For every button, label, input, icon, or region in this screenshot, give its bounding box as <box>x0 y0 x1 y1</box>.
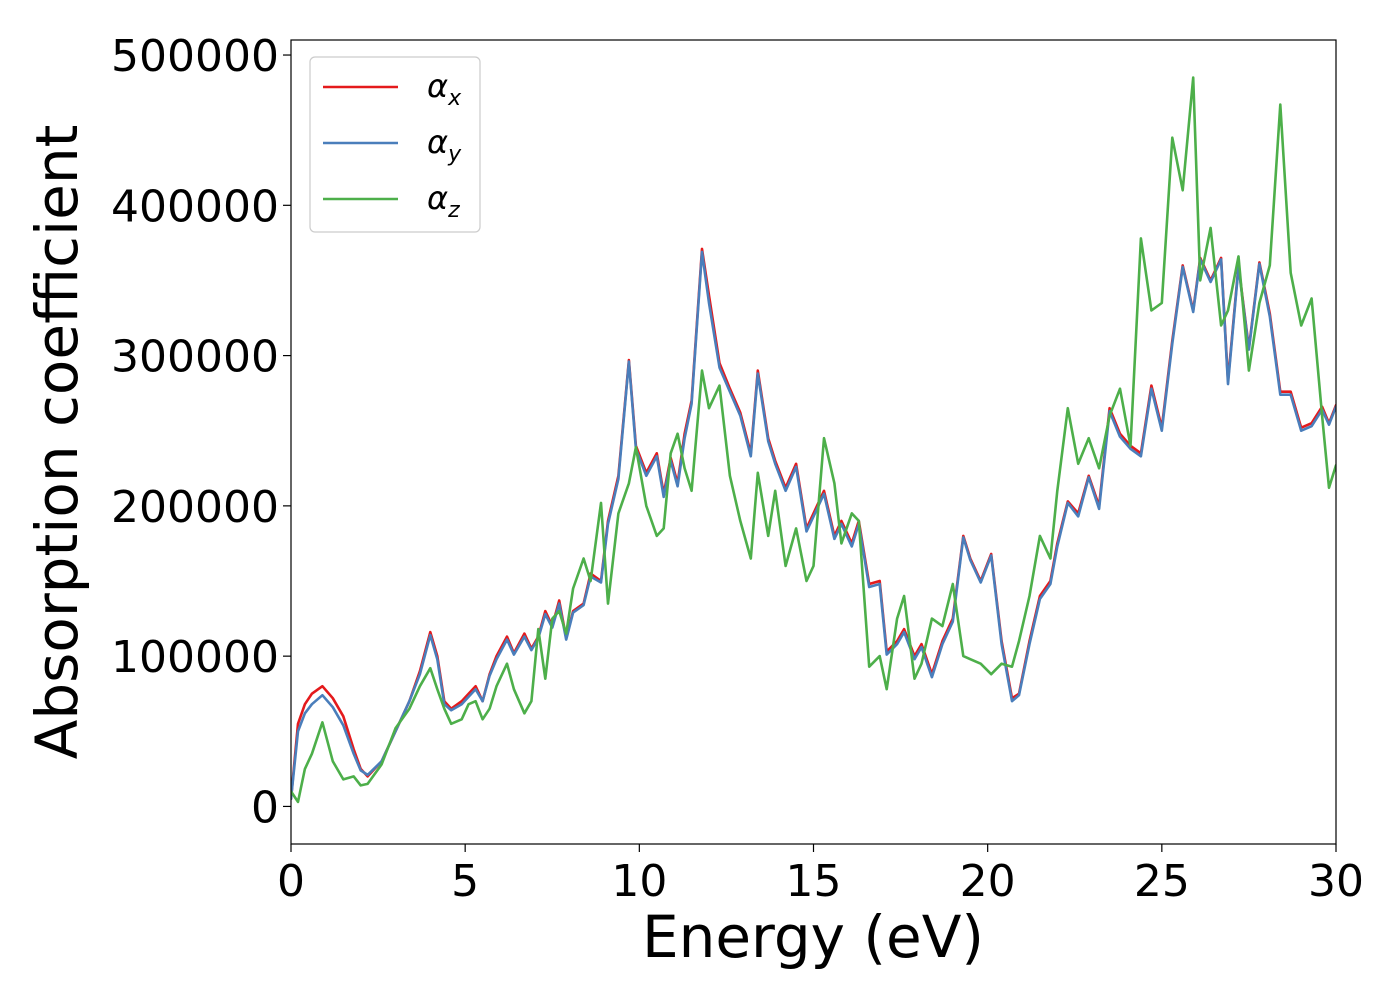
y-tick-label: 400000 <box>111 181 279 232</box>
x-axis-title: Energy (eV) <box>642 903 984 971</box>
y-axis-title: Absorption coefficient <box>23 125 91 760</box>
y-tick-label: 500000 <box>111 31 279 82</box>
x-tick-label: 10 <box>611 856 667 907</box>
y-tick-label: 100000 <box>111 632 279 683</box>
y-tick-label: 300000 <box>111 332 279 383</box>
legend-frame <box>309 56 481 233</box>
x-axis-ticks: 0 5 10 15 20 25 30 <box>277 844 1364 907</box>
x-tick-label: 5 <box>451 856 479 907</box>
series-line-alpha-z <box>291 76 1336 804</box>
series-layer <box>291 76 1336 804</box>
x-tick-label: 30 <box>1308 856 1364 907</box>
x-tick-label: 25 <box>1134 856 1190 907</box>
x-tick-label: 20 <box>960 856 1016 907</box>
y-tick-label: 0 <box>251 782 279 833</box>
x-tick-label: 0 <box>277 856 305 907</box>
y-tick-label: 200000 <box>111 482 279 533</box>
x-tick-label: 15 <box>786 856 842 907</box>
series-line-alpha-y <box>291 250 1336 801</box>
y-axis-ticks: 0 100000 200000 300000 400000 500000 <box>111 31 291 833</box>
